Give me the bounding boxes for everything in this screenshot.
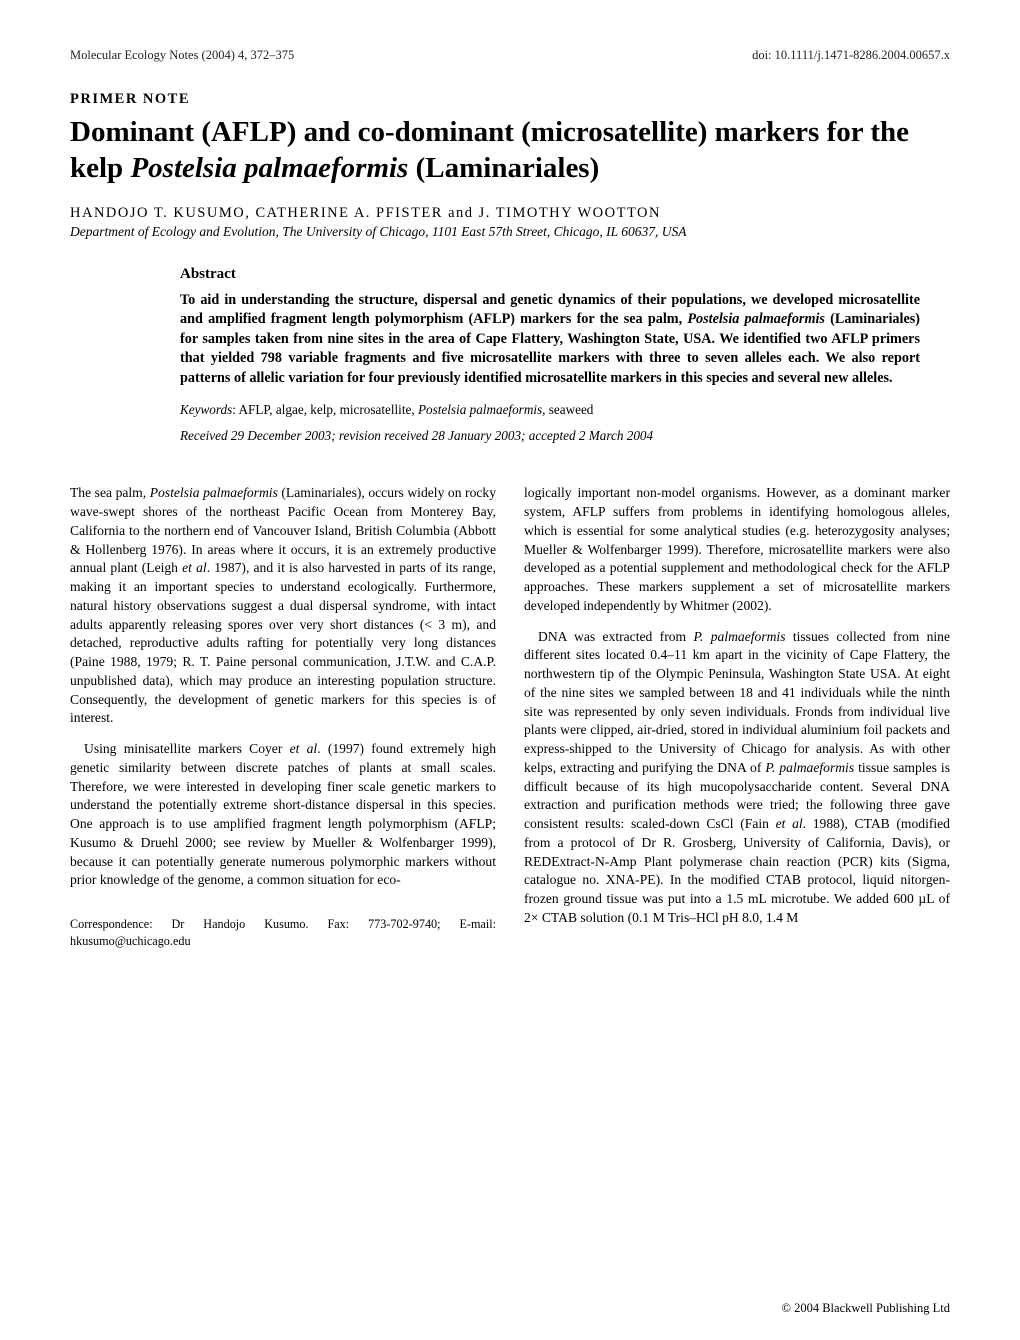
p1-c: . 1987), and it is also harvested in par…: [70, 560, 496, 725]
title-text-suffix: (Laminariales): [408, 152, 599, 184]
correspondence: Correspondence: Dr Handojo Kusumo. Fax: …: [70, 916, 496, 949]
p1-etal: et al: [182, 560, 207, 575]
body-columns: The sea palm, Postelsia palmaeformis (La…: [70, 484, 950, 949]
doi: doi: 10.1111/j.1471-8286.2004.00657.x: [752, 48, 950, 63]
abstract-block: Abstract To aid in understanding the str…: [180, 266, 920, 445]
keywords-before: : AFLP, algae, kelp, microsatellite,: [232, 402, 418, 417]
p2-b: . (1997) found extremely high genetic si…: [70, 741, 496, 887]
abstract-species: Postelsia palmaeformis: [687, 311, 825, 327]
rp2-a: DNA was extracted from: [538, 629, 693, 644]
abstract-heading: Abstract: [180, 266, 920, 283]
rp2-d: . 1988), CTAB (modified from a protocol …: [524, 816, 950, 925]
copyright: © 2004 Blackwell Publishing Ltd: [781, 1301, 950, 1316]
running-header: Molecular Ecology Notes (2004) 4, 372–37…: [70, 48, 950, 63]
p2-a: Using minisatellite markers Coyer: [84, 741, 290, 756]
left-para-2: Using minisatellite markers Coyer et al.…: [70, 740, 496, 890]
journal-reference: Molecular Ecology Notes (2004) 4, 372–37…: [70, 48, 294, 63]
rp2-e: Tris–HCl pH 8.0, 1.4: [665, 910, 787, 925]
rp2-m2: M: [786, 910, 798, 925]
article-title: Dominant (AFLP) and co-dominant (microsa…: [70, 114, 950, 187]
right-para-2: DNA was extracted from P. palmaeformis t…: [524, 628, 950, 928]
right-para-1: logically important non-model organisms.…: [524, 484, 950, 615]
keywords-line: Keywords: AFLP, algae, kelp, microsatell…: [180, 402, 920, 418]
rp2-species1: P. palmaeformis: [693, 629, 785, 644]
title-species: Postelsia palmaeformis: [130, 152, 408, 184]
keywords-after: , seaweed: [542, 402, 593, 417]
abstract-body: To aid in understanding the structure, d…: [180, 291, 920, 389]
keywords-species: Postelsia palmaeformis: [418, 402, 542, 417]
rp2-m1: M: [653, 910, 665, 925]
authors: HANDOJO T. KUSUMO, CATHERINE A. PFISTER …: [70, 205, 950, 222]
p1-species: , Postelsia palmaeformis: [143, 485, 278, 500]
left-column: The sea palm, Postelsia palmaeformis (La…: [70, 484, 496, 949]
section-label: PRIMER NOTE: [70, 91, 950, 108]
keywords-label: Keywords: [180, 402, 232, 417]
rp2-etal: et al: [776, 816, 803, 831]
affiliation: Department of Ecology and Evolution, The…: [70, 224, 950, 240]
rp2-b: tissues collected from nine different si…: [524, 629, 950, 775]
p2-etal: et al: [290, 741, 318, 756]
left-para-1: The sea palm, Postelsia palmaeformis (La…: [70, 484, 496, 728]
rp2-species2: P. palmaeformis: [765, 760, 854, 775]
right-column: logically important non-model organisms.…: [524, 484, 950, 949]
p1-a: The sea palm: [70, 485, 143, 500]
received-accepted-dates: Received 29 December 2003; revision rece…: [180, 428, 920, 444]
